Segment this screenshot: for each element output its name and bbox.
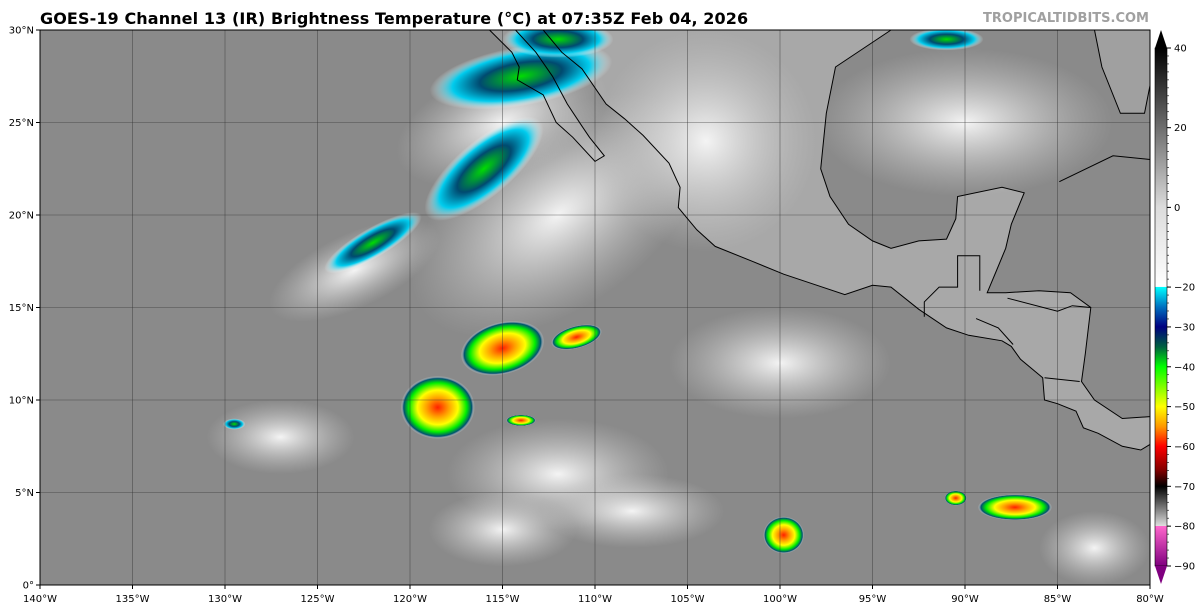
colorbar-tick-label: −90 (1174, 562, 1195, 573)
cloud-storm (977, 494, 1052, 521)
lon-tick-label: 90°W (951, 594, 979, 605)
colorbar-tick-label: −30 (1174, 322, 1195, 333)
colorbar-tick-label: −20 (1174, 283, 1195, 294)
cloud-cold (223, 418, 246, 430)
cloud-storm (551, 324, 602, 350)
lat-tick-label: 20°N (9, 211, 34, 222)
coastline (1044, 377, 1080, 382)
lon-tick-label: 80°W (1136, 594, 1164, 605)
cloud-cold (502, 30, 614, 58)
colorbar-tick-label: −50 (1174, 402, 1195, 413)
cloud-cirrus (206, 400, 355, 474)
lon-tick-label: 140°W (23, 594, 57, 605)
lon-tick-label: 110°W (578, 594, 612, 605)
coastlines (489, 30, 1150, 451)
colorbar-scale (1154, 47, 1168, 567)
cloud-cold (909, 30, 984, 51)
coastline (542, 30, 1150, 451)
cloud-storm (944, 490, 967, 506)
colorbar-tick-label: −60 (1174, 442, 1195, 453)
lat-tick-label: 5°N (15, 488, 34, 499)
coastline (1059, 155, 1150, 183)
lon-tick-label: 120°W (393, 594, 427, 605)
lon-tick-label: 135°W (116, 594, 150, 605)
coastline (975, 318, 1014, 345)
cloud-cold (424, 116, 544, 221)
lon-tick-label: 115°W (486, 594, 520, 605)
land-florida (1094, 30, 1150, 114)
cloud-storm (506, 414, 536, 426)
cloud-cirrus (1039, 511, 1150, 585)
colorbar-tick-label: −40 (1174, 362, 1195, 373)
cloud-storm (763, 516, 805, 554)
colorbar-tick-label: 0 (1174, 203, 1180, 214)
lon-tick-label: 125°W (301, 594, 335, 605)
map-title: GOES-19 Channel 13 (IR) Brightness Tempe… (40, 9, 749, 28)
cloud-cirrus (595, 30, 817, 252)
lat-tick-label: 25°N (9, 118, 34, 129)
cloud-storm (400, 375, 475, 439)
coastline (1007, 297, 1091, 312)
lat-tick-label: 30°N (9, 26, 34, 37)
coastline (820, 30, 1150, 420)
lon-tick-label: 130°W (208, 594, 242, 605)
axis-ticks: 140°W 135°W 130°W 125°W 120°W 115°W 110°W 105°W… (9, 26, 1164, 606)
lat-tick-label: 15°N (9, 303, 34, 314)
brand-watermark: TROPICALTIDBITS.COM (983, 11, 1149, 26)
colorbar-tick-label: 40 (1174, 44, 1187, 55)
lon-tick-label: 100°W (763, 594, 797, 605)
lat-tick-label: 10°N (9, 396, 34, 407)
colorbar: 40 20 0 −20 −30 −40 −50 −60 −70 −80 −90 (1154, 30, 1195, 584)
gridlines (40, 30, 1150, 585)
colorbar-tick-label: −70 (1174, 482, 1195, 493)
coastline (923, 255, 981, 317)
lat-tick-label: 0° (23, 581, 34, 592)
cloud-cold (429, 42, 613, 110)
lon-tick-label: 105°W (671, 594, 705, 605)
lon-tick-label: 95°W (859, 594, 887, 605)
colorbar-tick-label: 20 (1174, 123, 1187, 134)
lon-tick-label: 85°W (1044, 594, 1072, 605)
colorbar-max-arrow (1155, 30, 1167, 48)
colorbar-min-arrow (1155, 566, 1167, 584)
cloud-cold (324, 212, 422, 274)
coastline (489, 30, 606, 163)
coastline (1094, 30, 1150, 114)
colorbar-tick-label: −80 (1174, 522, 1195, 533)
